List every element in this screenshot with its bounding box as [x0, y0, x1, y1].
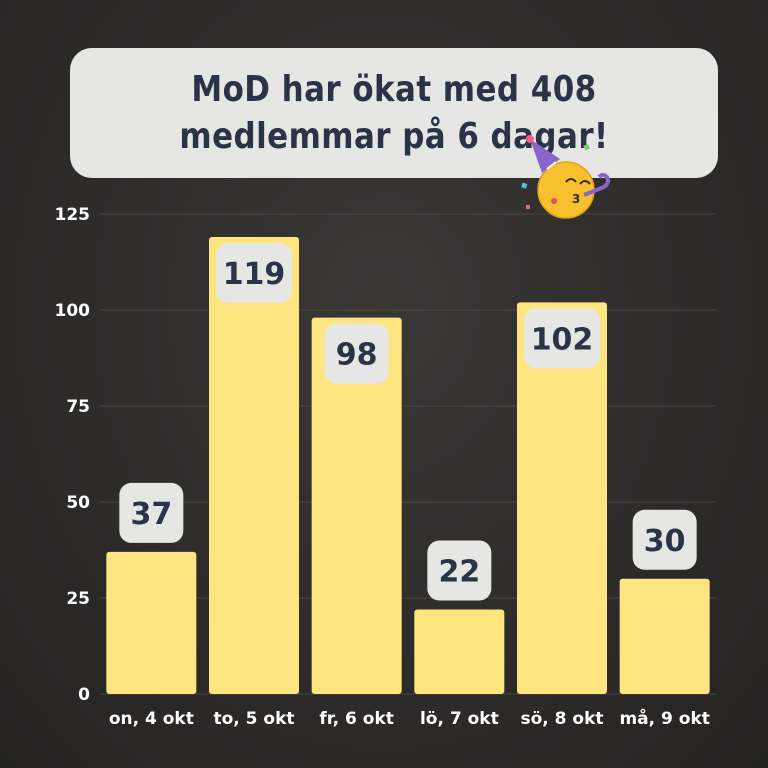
value-label-box — [632, 509, 697, 570]
bars: 37 119 98 22 102 30 — [106, 237, 710, 695]
y-axis-ticks: 0 25 50 75 100 125 — [55, 205, 91, 705]
party-face-emoji-icon: 3 — [521, 135, 610, 219]
bar — [209, 237, 299, 695]
bar — [619, 578, 710, 694]
bar-group: 37 — [106, 482, 197, 694]
value-label: 119 — [223, 257, 286, 292]
bar-group: 30 — [619, 509, 710, 694]
chart-title-box: MoD har ökat med 408 medlemmar på 6 daga… — [70, 48, 718, 178]
bar — [414, 609, 505, 694]
bar-group: 102 — [517, 302, 607, 694]
bar-group: 22 — [414, 540, 505, 694]
x-category-label: sö, 8 okt — [520, 709, 603, 729]
x-category-label: on, 4 okt — [109, 709, 194, 729]
bar — [106, 551, 197, 694]
x-category-label: lö, 7 okt — [420, 709, 499, 729]
y-tick-label: 25 — [66, 589, 90, 609]
bar-group: 119 — [209, 237, 299, 695]
value-label-box — [524, 308, 600, 369]
x-category-label: må, 9 okt — [619, 707, 709, 729]
value-label: 22 — [438, 555, 480, 590]
y-tick-label: 50 — [66, 493, 90, 513]
value-label-box — [427, 540, 492, 601]
value-label-box — [119, 482, 184, 543]
bar-group: 98 — [311, 317, 402, 694]
x-category-label: to, 5 okt — [213, 709, 294, 729]
x-category-label: fr, 6 okt — [319, 709, 394, 729]
bar — [311, 317, 402, 694]
y-tick-label: 75 — [66, 397, 90, 417]
svg-text:3: 3 — [572, 192, 580, 206]
value-label: 98 — [336, 338, 378, 373]
value-label-box — [324, 323, 389, 384]
value-label: 102 — [531, 322, 594, 357]
gridlines — [100, 213, 716, 695]
value-label-box — [216, 243, 292, 304]
value-label: 37 — [130, 497, 172, 532]
x-axis-categories: on, 4 okt to, 5 okt fr, 6 okt lö, 7 okt sö, … — [109, 707, 710, 729]
y-tick-label: 125 — [55, 205, 91, 225]
value-label: 30 — [644, 524, 686, 559]
y-tick-label: 100 — [55, 301, 91, 321]
y-tick-label: 0 — [78, 685, 90, 705]
bar — [517, 302, 607, 694]
